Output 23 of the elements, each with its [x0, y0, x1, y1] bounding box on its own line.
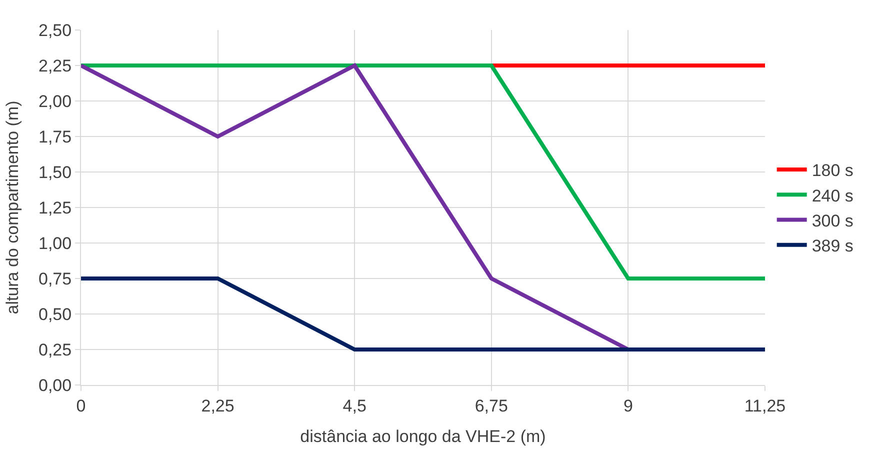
y-tick-label: 1,00	[38, 234, 72, 253]
y-tick-label: 0,50	[38, 304, 72, 324]
y-tick-label: 1,50	[38, 162, 72, 182]
x-tick-label: 6,75	[474, 396, 508, 416]
x-tick-label: 4,5	[342, 396, 366, 416]
y-tick-label: 0,75	[38, 269, 72, 288]
x-tick-label: 9	[623, 396, 633, 416]
y-tick-label: 2,00	[38, 92, 72, 111]
y-tick-label: 0,00	[38, 376, 72, 395]
y-tick-label: 1,25	[38, 198, 72, 218]
y-tick-label: 2,25	[38, 56, 72, 76]
y-axis-title: altura do compartimento (m)	[3, 100, 22, 314]
legend-label: 300 s	[812, 211, 854, 230]
x-tick-label: 11,25	[744, 396, 786, 416]
y-tick-label: 1,75	[38, 127, 72, 146]
y-tick-label: 0,25	[38, 340, 72, 360]
x-axis-title: distância ao longo da VHE-2 (m)	[300, 426, 546, 446]
legend-label: 240 s	[812, 186, 854, 206]
x-tick-label: 0	[76, 396, 86, 416]
legend-label: 180 s	[812, 161, 854, 180]
legend-label: 389 s	[812, 236, 854, 256]
y-tick-label: 2,50	[38, 20, 72, 40]
x-tick-label: 2,25	[201, 396, 234, 416]
